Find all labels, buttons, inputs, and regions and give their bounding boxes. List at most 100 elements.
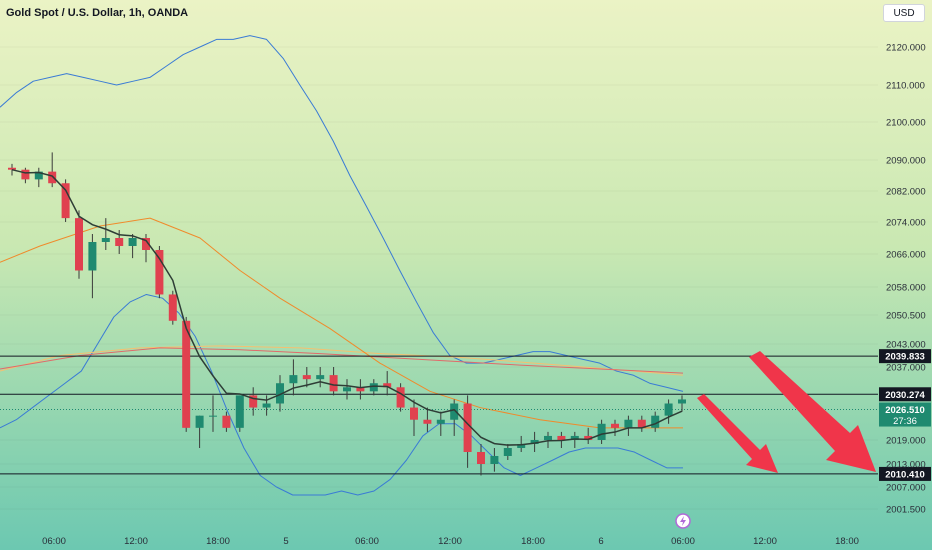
lightning-icon: [680, 516, 686, 526]
candle-body-24[interactable]: [329, 375, 338, 392]
candle-body-28[interactable]: [383, 383, 392, 388]
candle-body-10[interactable]: [142, 238, 150, 250]
time-tick-8: 06:00: [671, 536, 695, 547]
candle-body-33[interactable]: [450, 403, 459, 420]
slow-ma-light-orange: [0, 345, 684, 376]
fast-ema-line: [11, 168, 683, 446]
candle-body-19[interactable]: [262, 403, 271, 408]
candle-body-14[interactable]: [195, 415, 204, 428]
level-tag-label-2: 2010.410: [885, 469, 925, 480]
candle-body-43[interactable]: [584, 435, 593, 440]
candle-body-37[interactable]: [503, 448, 512, 456]
candle-body-31[interactable]: [423, 419, 432, 424]
level-tag-bg-1: [879, 387, 931, 402]
candle-body-11[interactable]: [155, 250, 164, 295]
candle-body-5[interactable]: [75, 218, 83, 271]
candle-body-47[interactable]: [637, 419, 646, 428]
candle-body-27[interactable]: [369, 383, 378, 392]
candle-body-49[interactable]: [664, 403, 673, 416]
down-arrow-large: [749, 351, 876, 472]
symbol-title: Gold Spot / U.S. Dollar, 1h, OANDA: [6, 7, 189, 19]
candle-body-44[interactable]: [597, 423, 606, 440]
last-price-label: 2026.510: [885, 405, 925, 416]
candle-body-3[interactable]: [48, 171, 57, 184]
candle-body-20[interactable]: [276, 383, 284, 404]
price-tick-6: 2066.000: [886, 250, 926, 261]
level-tag-bg-2: [879, 466, 931, 481]
price-tick-8: 2050.500: [886, 311, 926, 322]
price-tick-12: 2013.000: [886, 460, 926, 471]
time-tick-6: 18:00: [521, 536, 545, 547]
candle-body-40[interactable]: [544, 435, 552, 440]
candle-body-26[interactable]: [356, 387, 365, 392]
candle-body-12[interactable]: [168, 294, 177, 321]
candle-body-46[interactable]: [624, 419, 633, 428]
time-tick-0: 06:00: [42, 536, 66, 547]
candle-body-7[interactable]: [101, 238, 110, 242]
time-tick-2: 18:00: [206, 536, 230, 547]
price-tick-13: 2007.000: [886, 483, 926, 494]
time-tick-3: 5: [283, 536, 288, 547]
candle-body-22[interactable]: [302, 375, 311, 380]
countdown-label: 27:36: [893, 416, 917, 427]
time-tick-9: 12:00: [753, 536, 777, 547]
price-tick-11: 2019.000: [886, 436, 926, 447]
price-tick-9: 2043.000: [886, 340, 926, 351]
candle-body-13[interactable]: [182, 320, 191, 428]
price-tick-0: 2120.000: [886, 43, 926, 54]
candle-body-38[interactable]: [517, 444, 526, 448]
time-tick-5: 12:00: [438, 536, 462, 547]
candle-body-42[interactable]: [570, 435, 579, 440]
price-tick-2: 2100.000: [886, 118, 926, 129]
time-axis: 06:00 12:00 18:00 5 06:00 12:00 18:00 6 06:00 12:…: [42, 536, 859, 547]
candle-body-18[interactable]: [249, 395, 258, 408]
candle-body-32[interactable]: [436, 419, 445, 424]
grid-layer: [0, 46, 878, 510]
mid-ma-orange: [0, 217, 683, 429]
candle-body-36[interactable]: [490, 456, 499, 464]
price-tick-5: 2074.000: [886, 218, 926, 229]
time-tick-4: 06:00: [355, 536, 379, 547]
candle-body-39[interactable]: [530, 440, 539, 444]
candle-body-16[interactable]: [222, 415, 231, 428]
level-tag-label-1: 2030.274: [885, 390, 925, 401]
marker-layer: [675, 513, 691, 529]
bollinger-lower-band: [0, 293, 683, 496]
candle-body-34[interactable]: [463, 403, 472, 453]
candle-body-2[interactable]: [34, 171, 43, 180]
candle-body-1[interactable]: [21, 169, 30, 180]
candle-body-23[interactable]: [316, 375, 325, 380]
candle-body-4[interactable]: [61, 183, 70, 219]
price-axis: 2120.000 2110.000 2100.000 2090.000 2082.000…: [886, 43, 926, 516]
price-tick-4: 2082.000: [886, 187, 926, 198]
candle-body-45[interactable]: [611, 423, 619, 428]
candle-body-25[interactable]: [343, 387, 351, 392]
bollinger-upper-band: [0, 35, 684, 392]
candle-body-48[interactable]: [651, 415, 660, 428]
price-tick-7: 2058.000: [886, 283, 926, 294]
arrow-layer: [697, 351, 876, 473]
slow-ma-red: [0, 347, 684, 374]
candle-body-30[interactable]: [410, 407, 418, 420]
last-price-tag-bg: [879, 402, 931, 427]
candle-body-17[interactable]: [235, 395, 244, 428]
price-tick-10: 2037.000: [886, 363, 926, 374]
candle-body-0[interactable]: [8, 167, 16, 170]
level-tag-bg-0: [879, 349, 931, 364]
candle-body-41[interactable]: [557, 435, 566, 440]
indicator-layer: [0, 35, 684, 496]
candle-body-50[interactable]: [678, 399, 686, 404]
candle-body-21[interactable]: [289, 375, 298, 384]
price-tick-1: 2110.000: [886, 81, 925, 92]
currency-button[interactable]: USD: [883, 4, 925, 22]
candle-body-29[interactable]: [396, 387, 405, 408]
candle-body-6[interactable]: [88, 242, 97, 271]
time-tick-1: 12:00: [124, 536, 148, 547]
candle-body-8[interactable]: [115, 238, 124, 246]
candle-body-15[interactable]: [209, 415, 217, 417]
candle-body-9[interactable]: [128, 238, 137, 246]
candle-body-35[interactable]: [477, 452, 485, 464]
